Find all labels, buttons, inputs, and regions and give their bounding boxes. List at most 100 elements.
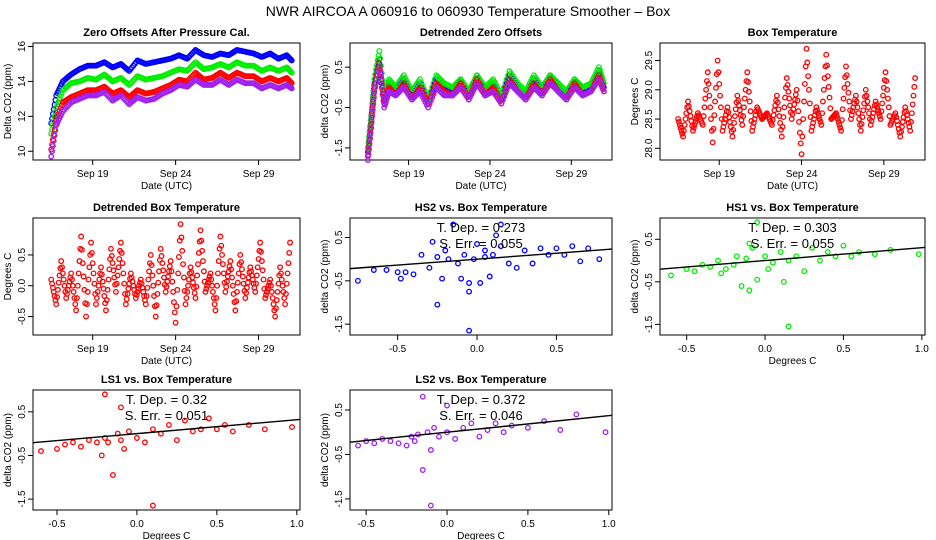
plot-frame bbox=[32, 42, 301, 161]
plot-frame bbox=[659, 42, 926, 161]
data-point bbox=[461, 251, 468, 258]
data-point bbox=[699, 121, 706, 128]
data-point bbox=[54, 294, 60, 300]
data-point bbox=[189, 428, 196, 435]
data-point bbox=[120, 270, 127, 277]
data-point bbox=[121, 280, 128, 287]
data-point bbox=[262, 295, 269, 302]
data-point bbox=[427, 447, 434, 453]
data-point bbox=[431, 424, 438, 431]
x-tick-label: -0.5 bbox=[48, 519, 66, 530]
data-point bbox=[841, 84, 848, 91]
data-point bbox=[460, 424, 467, 431]
scatter-points bbox=[38, 391, 295, 509]
data-point bbox=[501, 93, 508, 100]
data-point bbox=[691, 121, 698, 128]
data-point bbox=[711, 112, 718, 119]
data-point bbox=[119, 260, 126, 267]
series-HS2 bbox=[364, 56, 607, 155]
x-axis-label: Date (UTC) bbox=[141, 181, 192, 192]
panel-5: HS2 vs. Box Temperature -0.5 0.0 0.5 0.5 -0.5… bbox=[320, 202, 613, 355]
data-point bbox=[370, 100, 377, 107]
data-point bbox=[288, 57, 295, 64]
data-point bbox=[86, 264, 93, 271]
regression-line bbox=[349, 414, 613, 443]
data-point bbox=[419, 393, 426, 400]
data-point bbox=[741, 95, 748, 102]
data-point bbox=[394, 269, 401, 276]
data-point bbox=[254, 264, 261, 271]
data-point bbox=[185, 282, 192, 289]
data-point bbox=[780, 278, 787, 285]
data-point bbox=[844, 80, 851, 87]
data-point bbox=[715, 69, 722, 76]
data-point bbox=[69, 276, 75, 283]
data-point bbox=[577, 258, 584, 265]
data-point bbox=[70, 288, 77, 295]
data-point bbox=[722, 266, 729, 273]
data-point bbox=[775, 106, 782, 113]
data-point bbox=[708, 116, 714, 122]
data-point bbox=[813, 104, 820, 111]
data-point bbox=[848, 253, 855, 260]
data-point bbox=[769, 259, 776, 266]
data-point bbox=[263, 292, 269, 298]
data-point bbox=[747, 108, 754, 115]
data-point bbox=[668, 272, 674, 279]
data-point bbox=[229, 428, 236, 435]
data-point bbox=[209, 282, 216, 289]
data-point bbox=[382, 101, 388, 108]
x-axis-label: Date (UTC) bbox=[455, 181, 506, 192]
data-point bbox=[78, 233, 85, 240]
data-point bbox=[175, 270, 182, 277]
data-point bbox=[145, 276, 152, 283]
data-point bbox=[687, 113, 694, 120]
data-point bbox=[482, 247, 488, 254]
data-point bbox=[681, 121, 688, 128]
data-point bbox=[113, 280, 120, 287]
data-point bbox=[72, 301, 79, 308]
data-point bbox=[175, 254, 182, 260]
data-point bbox=[853, 98, 860, 105]
x-tick-label: Sep 24 bbox=[160, 169, 192, 180]
data-point bbox=[173, 437, 180, 444]
data-point bbox=[282, 301, 289, 308]
data-point bbox=[730, 126, 737, 133]
data-point bbox=[746, 98, 753, 105]
data-point bbox=[58, 258, 65, 265]
data-point bbox=[864, 98, 871, 105]
data-point bbox=[739, 121, 746, 128]
data-point bbox=[286, 249, 293, 256]
data-point bbox=[680, 127, 687, 134]
data-point bbox=[417, 76, 423, 83]
data-point bbox=[112, 288, 119, 295]
data-point bbox=[109, 260, 116, 267]
data-point bbox=[839, 106, 846, 113]
data-point bbox=[158, 253, 165, 259]
data-point bbox=[474, 241, 480, 247]
data-point bbox=[852, 92, 859, 99]
data-point bbox=[239, 266, 245, 273]
data-point bbox=[367, 130, 374, 137]
figure-title: NWR AIRCOA A 060916 to 060930 Temperatur… bbox=[266, 3, 670, 19]
data-point bbox=[259, 267, 266, 274]
y-axis-label: Degrees C bbox=[3, 253, 14, 301]
x-tick-label: 0.0 bbox=[470, 344, 484, 355]
data-point bbox=[243, 289, 250, 296]
data-point bbox=[143, 293, 150, 299]
data-point bbox=[879, 100, 886, 107]
data-point bbox=[268, 288, 275, 295]
data-point bbox=[193, 283, 200, 290]
series-Box bbox=[675, 45, 919, 158]
data-point bbox=[677, 124, 684, 131]
data-point bbox=[746, 240, 753, 247]
data-point bbox=[840, 242, 847, 249]
data-point bbox=[166, 268, 172, 275]
data-point bbox=[109, 472, 116, 479]
data-point bbox=[287, 68, 294, 75]
data-point bbox=[395, 440, 402, 447]
data-point bbox=[272, 313, 279, 320]
data-point bbox=[285, 260, 292, 267]
data-point bbox=[486, 273, 493, 280]
data-point bbox=[268, 282, 274, 289]
